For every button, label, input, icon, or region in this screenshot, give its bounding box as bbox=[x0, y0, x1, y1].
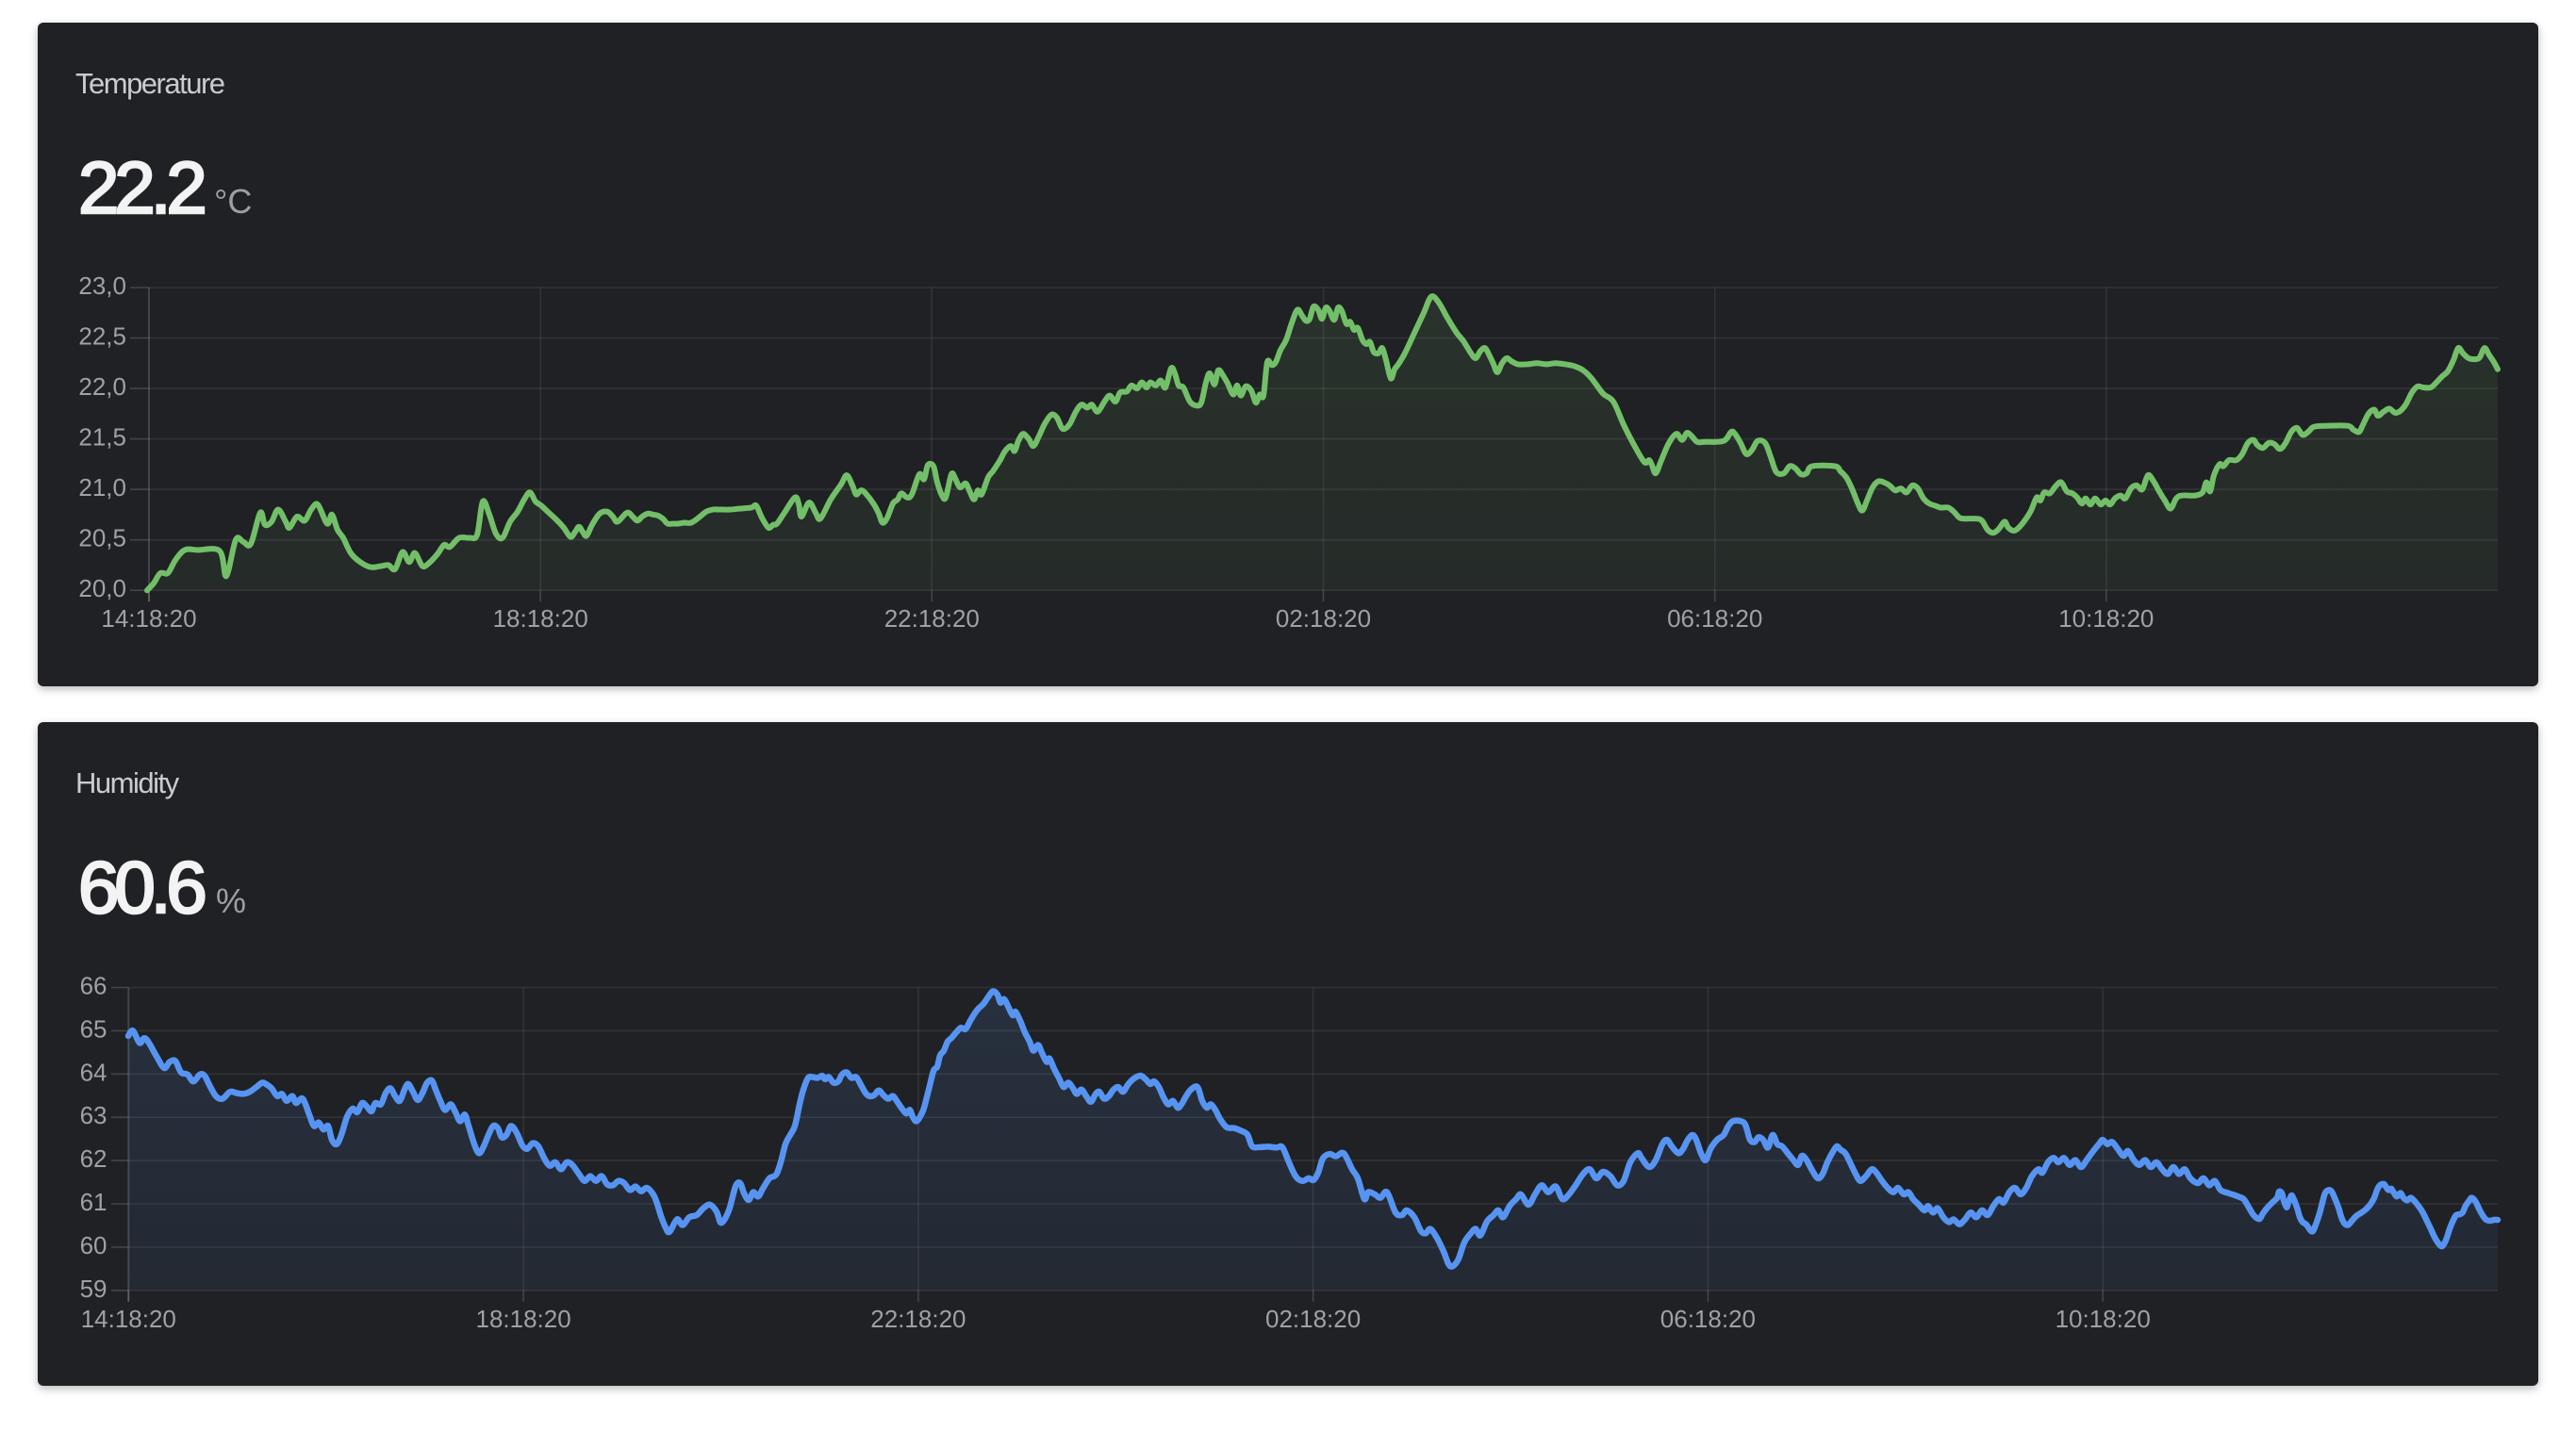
svg-text:21,0: 21,0 bbox=[78, 473, 126, 502]
svg-text:59: 59 bbox=[80, 1275, 107, 1303]
svg-text:64: 64 bbox=[80, 1058, 107, 1086]
svg-text:14:18:20: 14:18:20 bbox=[81, 1305, 176, 1333]
svg-text:20,0: 20,0 bbox=[78, 574, 126, 602]
svg-text:%: % bbox=[216, 881, 246, 920]
svg-text:Temperature: Temperature bbox=[75, 67, 224, 100]
svg-text:20,5: 20,5 bbox=[78, 524, 126, 552]
svg-text:22,0: 22,0 bbox=[78, 372, 126, 401]
svg-text:18:18:20: 18:18:20 bbox=[493, 604, 588, 633]
svg-text:14:18:20: 14:18:20 bbox=[101, 604, 196, 633]
svg-text:22:18:20: 22:18:20 bbox=[884, 604, 980, 633]
svg-text:60: 60 bbox=[80, 1231, 107, 1259]
svg-text:°C: °C bbox=[214, 182, 252, 221]
svg-text:21,5: 21,5 bbox=[78, 423, 126, 452]
svg-text:18:18:20: 18:18:20 bbox=[475, 1305, 570, 1333]
svg-text:06:18:20: 06:18:20 bbox=[1667, 604, 1762, 633]
svg-text:22.2: 22.2 bbox=[78, 146, 204, 229]
svg-text:65: 65 bbox=[80, 1014, 107, 1043]
svg-text:61: 61 bbox=[80, 1188, 107, 1216]
svg-text:06:18:20: 06:18:20 bbox=[1660, 1305, 1756, 1333]
svg-text:66: 66 bbox=[80, 972, 107, 1000]
svg-text:02:18:20: 02:18:20 bbox=[1276, 604, 1371, 633]
svg-text:10:18:20: 10:18:20 bbox=[2056, 1305, 2151, 1333]
svg-text:60.6: 60.6 bbox=[78, 846, 204, 929]
svg-text:23,0: 23,0 bbox=[78, 272, 126, 300]
svg-text:Humidity: Humidity bbox=[75, 766, 180, 799]
svg-text:62: 62 bbox=[80, 1144, 107, 1173]
svg-text:02:18:20: 02:18:20 bbox=[1265, 1305, 1361, 1333]
svg-text:22,5: 22,5 bbox=[78, 322, 126, 351]
svg-text:22:18:20: 22:18:20 bbox=[870, 1305, 966, 1333]
svg-text:10:18:20: 10:18:20 bbox=[2058, 604, 2154, 633]
svg-text:63: 63 bbox=[80, 1101, 107, 1129]
